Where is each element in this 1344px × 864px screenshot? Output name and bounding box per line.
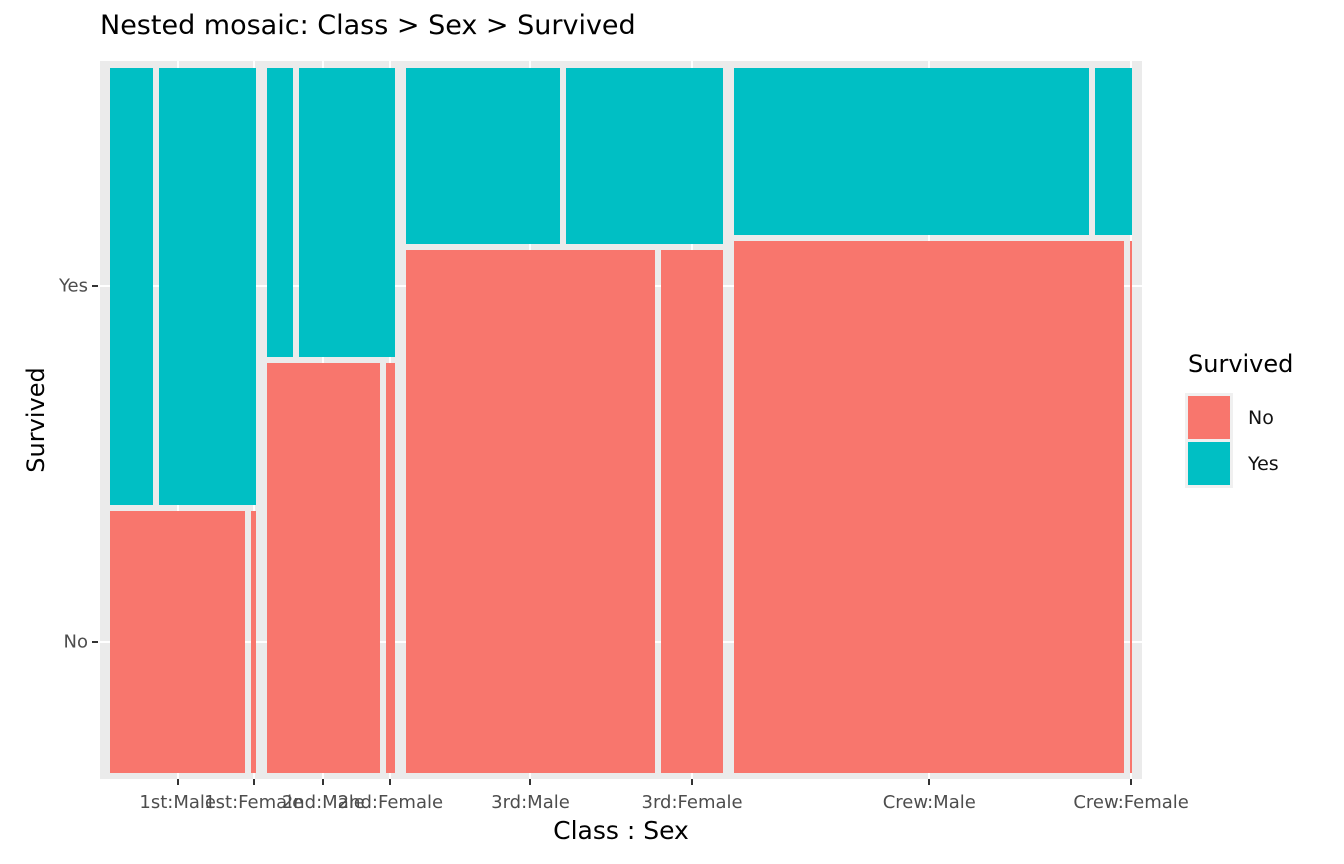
- mosaic-cell-2nd-Male-no: [267, 363, 380, 773]
- legend-label-no: No: [1248, 406, 1274, 429]
- y-tick-label: No: [63, 631, 88, 653]
- x-tick-label: 2nd:Male: [281, 792, 365, 813]
- mosaic-cell-1st-Male-yes: [110, 68, 153, 505]
- x-tick-mark: [176, 779, 179, 785]
- legend-title: Survived: [1188, 350, 1294, 378]
- plot-panel: [100, 61, 1142, 779]
- mosaic-cell-2nd-Female-yes: [298, 68, 396, 358]
- y-tick-mark: [92, 285, 98, 288]
- mosaic-cell-2nd-Female-no: [385, 363, 396, 773]
- mosaic-cell-1st-Female-no: [251, 510, 257, 773]
- legend-item-no: No: [1188, 396, 1293, 439]
- mosaic-cell-Crew-Male-yes: [734, 68, 1090, 236]
- mosaic-cell-Crew-Male-no: [734, 241, 1125, 773]
- mosaic-cell-1st-Male-no: [110, 510, 246, 773]
- mosaic-cell-3rd-Male-yes: [406, 68, 560, 245]
- x-tick-label: 2nd:Female: [337, 792, 444, 813]
- x-tick-mark: [691, 779, 694, 785]
- chart-title: Nested mosaic: Class > Sex > Survived: [100, 10, 636, 41]
- mosaic-cell-1st-Female-yes: [158, 68, 257, 505]
- mosaic-cell-Crew-Female-no: [1130, 241, 1133, 773]
- x-tick-label: 1st:Female: [204, 792, 304, 813]
- y-axis-title: Survived: [22, 367, 50, 473]
- x-tick-label: Crew:Female: [1073, 792, 1189, 813]
- x-tick-label: 1st:Male: [139, 792, 217, 813]
- x-tick-mark: [1130, 779, 1133, 785]
- x-tick-label: 3rd:Male: [491, 792, 570, 813]
- y-tick-mark: [92, 640, 98, 643]
- legend: Survived No Yes: [1188, 350, 1293, 488]
- x-tick-mark: [928, 779, 931, 785]
- x-tick-mark: [389, 779, 392, 785]
- mosaic-cell-Crew-Female-yes: [1095, 68, 1132, 236]
- legend-swatch-yes: [1188, 442, 1230, 485]
- mosaic-cell-2nd-Male-yes: [267, 68, 293, 358]
- x-tick-mark: [322, 779, 325, 785]
- mosaic-cell-3rd-Female-no: [660, 250, 724, 773]
- mosaic-cell-3rd-Female-yes: [565, 68, 724, 245]
- x-axis-title: Class : Sex: [553, 816, 689, 845]
- legend-label-yes: Yes: [1248, 452, 1279, 475]
- y-tick-label: Yes: [58, 275, 88, 297]
- x-tick-label: Crew:Male: [882, 792, 976, 813]
- legend-swatch-no: [1188, 396, 1230, 439]
- x-tick-mark: [252, 779, 255, 785]
- legend-item-yes: Yes: [1188, 442, 1293, 485]
- x-tick-mark: [529, 779, 532, 785]
- mosaic-cell-3rd-Male-no: [406, 250, 655, 773]
- x-tick-label: 3rd:Female: [641, 792, 743, 813]
